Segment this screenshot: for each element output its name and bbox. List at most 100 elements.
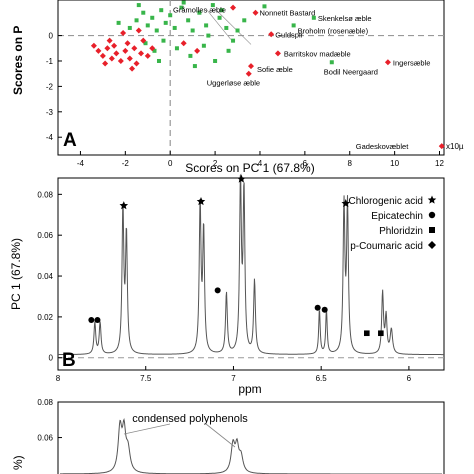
epicatechin-dot xyxy=(321,306,328,313)
epicatechin-dot xyxy=(214,287,221,294)
phloridzin-square xyxy=(378,330,384,337)
x-tick-label: 8 xyxy=(348,159,353,168)
red-diamond-point xyxy=(129,65,136,72)
red-diamond-point xyxy=(104,45,111,52)
red-diamond-point xyxy=(438,143,445,150)
red-diamond-point xyxy=(133,60,140,67)
phloridzin-square xyxy=(364,330,370,337)
legend-label: Phloridzin xyxy=(379,226,423,237)
epicatechin-dot xyxy=(314,304,321,311)
x-tick-label: 6 xyxy=(303,159,308,168)
annotation-label: condensed polyphenols xyxy=(132,413,248,425)
green-square-point xyxy=(116,20,121,25)
x-tick-label: 4 xyxy=(258,159,263,168)
point-label: Broholm (rosenæble) xyxy=(298,26,369,35)
chlorogenic-acid-star xyxy=(341,199,351,208)
green-square-point xyxy=(172,25,177,30)
y-tick-label: 0 xyxy=(49,354,54,363)
green-square-point xyxy=(141,10,146,15)
green-square-point xyxy=(134,18,139,23)
green-square-point xyxy=(174,46,179,51)
x-tick-label: 7 xyxy=(231,374,236,383)
point-label: Guldspir xyxy=(275,30,303,39)
y-tick-labels: 0 -1 -2 -3 -4 xyxy=(46,32,62,142)
annotation-leader xyxy=(123,423,171,435)
legend-label: p-Coumaric acid xyxy=(350,241,423,252)
red-diamond-point xyxy=(131,45,138,52)
x-tick-label: -2 xyxy=(122,159,130,168)
green-square-point xyxy=(262,4,267,9)
x-tick-label: 7.5 xyxy=(140,374,152,383)
red-diamond-point xyxy=(138,50,145,57)
y-axis-title: PC 1 (67.8%) xyxy=(9,238,23,310)
panel-a: -4 -2 0 2 4 6 8 10 12 0 -1 -2 -3 -4 Gråmolles æble Fa… xyxy=(11,0,464,175)
y-tick-label: 0 xyxy=(49,32,54,41)
panel-b-letter: B xyxy=(62,350,76,371)
chlorogenic-acid-star xyxy=(237,174,246,183)
point-label: Skenkelsø æble xyxy=(318,14,372,23)
red-diamond-point xyxy=(117,57,124,64)
green-square-point xyxy=(242,18,247,23)
green-square-point xyxy=(154,28,159,33)
green-square-point xyxy=(156,58,161,63)
red-diamond-point xyxy=(135,27,142,34)
legend-star-marker xyxy=(427,195,437,204)
red-diamond-point xyxy=(230,4,237,11)
red-diamond-point xyxy=(252,9,259,16)
loading-spectrum xyxy=(60,418,442,474)
point-label: Bodil Neergaard xyxy=(324,67,378,76)
leader-lines xyxy=(205,8,252,45)
red-diamond-point xyxy=(99,52,106,59)
green-square-point xyxy=(161,38,166,43)
green-square-point xyxy=(188,53,193,58)
red-diamond-point xyxy=(194,47,201,54)
green-square-point xyxy=(201,43,206,48)
green-square-point xyxy=(217,15,222,20)
red-diamond-point xyxy=(120,30,127,37)
leader-line xyxy=(205,8,232,40)
y-tick-label: 0.08 xyxy=(37,190,53,199)
green-square-point xyxy=(206,33,211,38)
point-label: Ingersæble xyxy=(393,58,431,67)
legend-circle-marker xyxy=(428,211,436,219)
green-square-point xyxy=(231,38,236,43)
green-square-point xyxy=(143,41,148,46)
red-diamond-point xyxy=(124,40,131,47)
y-tick-label: 0.06 xyxy=(37,231,53,240)
green-square-point xyxy=(192,64,197,69)
annotation-leader xyxy=(205,423,236,448)
green-square-point xyxy=(186,18,191,23)
leader-line xyxy=(214,8,252,45)
red-diamond-point xyxy=(248,63,254,70)
red-diamond-point xyxy=(90,42,97,49)
green-square-point xyxy=(224,25,229,30)
red-diamond-point xyxy=(106,37,113,44)
green-square-point xyxy=(152,48,157,53)
point-labels: Gråmolles æble Farum æble Nonnetit Bastard… xyxy=(173,0,430,151)
point-label: Uggerløse æble xyxy=(207,79,260,88)
x-tick-label: 6.5 xyxy=(316,374,328,383)
point-label: Gadeskovæblet xyxy=(356,142,409,151)
point-label: Sofie æble xyxy=(257,65,293,74)
x-tick-labels: 8 7.5 7 6.5 6 xyxy=(56,366,412,383)
green-square-point xyxy=(213,58,218,63)
green-square-point xyxy=(150,15,155,20)
x-tick-label: 0 xyxy=(168,159,173,168)
red-diamond-point xyxy=(274,50,281,57)
x-tick-label: -4 xyxy=(77,159,85,168)
legend-label: Chlorogenic acid xyxy=(349,196,424,207)
y-tick-label: 0.04 xyxy=(37,272,53,281)
red-diamond-point xyxy=(268,31,275,38)
red-diamond-point xyxy=(102,60,109,67)
green-square-point xyxy=(235,28,240,33)
x-tick-label: 8 xyxy=(56,374,61,383)
point-label: Barritskov madæble xyxy=(284,49,351,58)
red-diamond-point xyxy=(111,42,118,49)
y-tick-label: 0.02 xyxy=(37,313,53,322)
red-diamond-point xyxy=(126,55,133,62)
epicatechin-dot xyxy=(94,316,101,323)
panel-b-frame xyxy=(57,177,445,371)
panel-b: 8 7.5 7 6.5 6 0 0.02 0.04 0.06 0.08 Chlorogenic … xyxy=(9,173,445,396)
red-diamond-point xyxy=(245,70,252,77)
